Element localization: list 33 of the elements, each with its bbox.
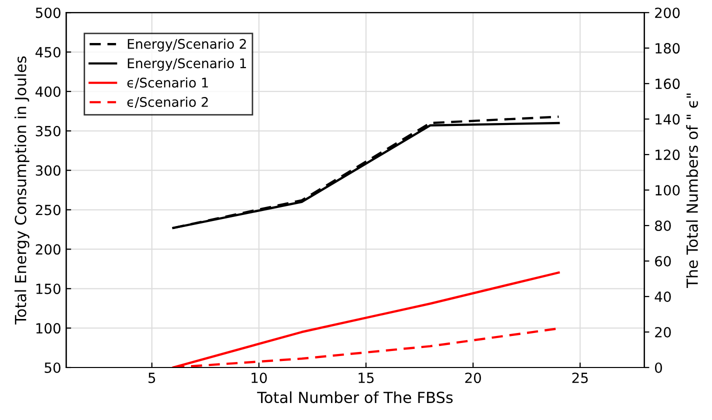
- y2-tick-label: 120: [656, 150, 680, 160]
- x-tick-label: 20: [465, 372, 481, 384]
- y2-tick-label: 100: [656, 185, 680, 196]
- x-tick-label: 15: [358, 372, 374, 384]
- y-tick-label: 150: [36, 284, 60, 294]
- y-tick-label: 500: [36, 8, 60, 18]
- x-axis-title: Total Number of The FBSs: [257, 391, 453, 404]
- y-tick-label: 50: [44, 362, 60, 373]
- y2-tick-label: 200: [655, 8, 680, 18]
- y2-tick-label: 80: [655, 220, 671, 232]
- y-axis-title: Total Energy Consumption in Joules: [14, 56, 30, 325]
- legend-label: Energy/Scenario 2: [128, 38, 246, 52]
- y2-tick-label: 20: [655, 326, 671, 338]
- y2-tick-label: 40: [654, 291, 671, 302]
- y-tick-label: 100: [36, 323, 60, 334]
- y2-tick-label: 180: [656, 43, 680, 54]
- x-tick-label: 10: [252, 372, 267, 384]
- y2-axis-title: The Total Numbers of " ϵ": [686, 94, 698, 288]
- y-tick-label: 200: [36, 244, 60, 255]
- y-tick-label: 300: [36, 165, 60, 176]
- y-tick-label: 450: [36, 47, 60, 58]
- y2-tick-label: 140: [656, 114, 680, 125]
- y2-tick-label: 160: [656, 78, 680, 90]
- legend-label: ϵ/Scenario 2: [127, 96, 208, 108]
- y2-tick-label: 60: [655, 256, 671, 267]
- y2-tick-label: 0: [655, 362, 662, 373]
- y-tick-label: 400: [36, 86, 60, 97]
- y-tick-label: 250: [36, 204, 60, 216]
- legend-label: ϵ/Scenario 1: [127, 77, 208, 89]
- x-tick-label: 25: [572, 372, 588, 384]
- x-tick-label: 5: [148, 372, 156, 384]
- legend-label: Energy/Scenario 1: [128, 58, 246, 71]
- y-tick-label: 350: [36, 126, 60, 136]
